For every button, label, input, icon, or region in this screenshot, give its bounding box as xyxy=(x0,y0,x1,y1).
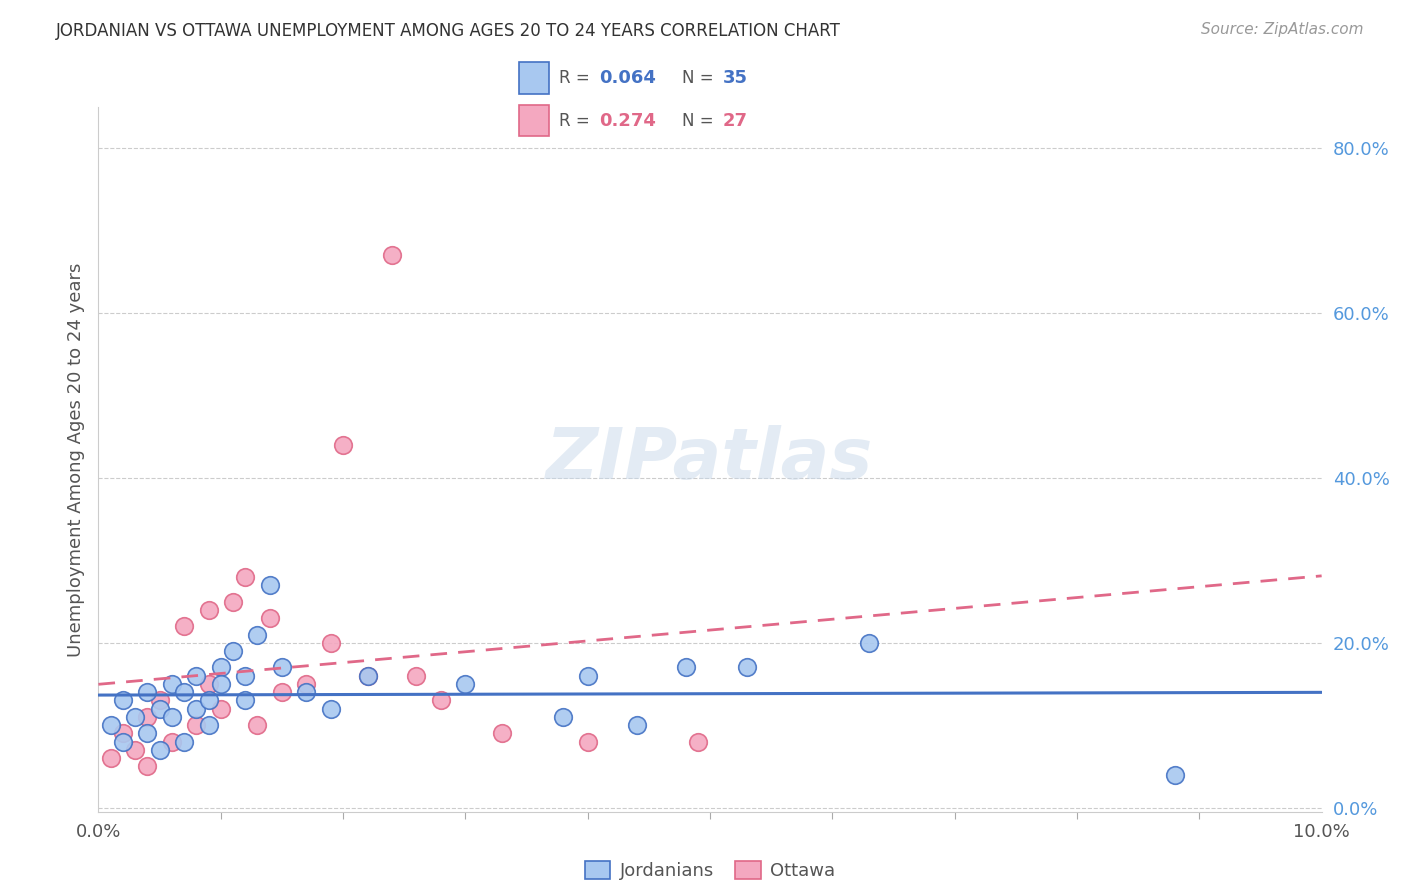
Text: 0.064: 0.064 xyxy=(599,69,655,87)
Point xyxy=(100,718,122,732)
Point xyxy=(454,677,477,691)
Point xyxy=(209,660,232,674)
Point xyxy=(149,693,172,707)
Point xyxy=(186,718,208,732)
Point xyxy=(186,702,208,716)
Y-axis label: Unemployment Among Ages 20 to 24 years: Unemployment Among Ages 20 to 24 years xyxy=(66,262,84,657)
Text: R =: R = xyxy=(558,112,595,130)
Point xyxy=(675,660,697,674)
Text: N =: N = xyxy=(682,69,720,87)
Text: R =: R = xyxy=(558,69,595,87)
Point xyxy=(381,248,404,262)
Point xyxy=(197,603,219,617)
Text: ZIPatlas: ZIPatlas xyxy=(547,425,873,494)
Point xyxy=(136,759,159,773)
Point xyxy=(319,702,342,716)
Point xyxy=(209,677,232,691)
Point xyxy=(1164,767,1187,781)
Point xyxy=(209,702,232,716)
Point xyxy=(233,693,256,707)
Point xyxy=(259,611,281,625)
Point xyxy=(430,693,453,707)
Text: 35: 35 xyxy=(723,69,748,87)
Point xyxy=(160,677,183,691)
Point xyxy=(136,726,159,740)
Point xyxy=(576,669,599,683)
Point xyxy=(197,693,219,707)
Point xyxy=(626,718,648,732)
Point xyxy=(111,726,134,740)
Point xyxy=(553,710,575,724)
Point xyxy=(222,594,245,608)
Point xyxy=(270,660,292,674)
Point xyxy=(173,619,195,633)
Point xyxy=(197,718,219,732)
FancyBboxPatch shape xyxy=(519,62,550,94)
FancyBboxPatch shape xyxy=(519,105,550,136)
Point xyxy=(124,743,146,757)
Point xyxy=(356,669,378,683)
Point xyxy=(173,685,195,699)
Point xyxy=(246,718,269,732)
Point xyxy=(319,636,342,650)
Point xyxy=(259,578,281,592)
Text: N =: N = xyxy=(682,112,720,130)
Point xyxy=(136,685,159,699)
Point xyxy=(233,669,256,683)
Point xyxy=(858,636,880,650)
Point xyxy=(160,710,183,724)
Point xyxy=(136,710,159,724)
Point xyxy=(491,726,513,740)
Point xyxy=(686,734,709,748)
Legend: Jordanians, Ottawa: Jordanians, Ottawa xyxy=(578,854,842,888)
Point xyxy=(186,669,208,683)
Point xyxy=(160,734,183,748)
Point xyxy=(124,710,146,724)
Point xyxy=(270,685,292,699)
Point xyxy=(111,734,134,748)
Point xyxy=(735,660,758,674)
Point xyxy=(222,644,245,658)
Point xyxy=(149,702,172,716)
Point xyxy=(295,677,318,691)
Point xyxy=(233,570,256,584)
Point xyxy=(197,677,219,691)
Point xyxy=(111,693,134,707)
Point xyxy=(295,685,318,699)
Point xyxy=(173,734,195,748)
Text: 0.274: 0.274 xyxy=(599,112,655,130)
Point xyxy=(405,669,427,683)
Text: Source: ZipAtlas.com: Source: ZipAtlas.com xyxy=(1201,22,1364,37)
Point xyxy=(100,751,122,765)
Point xyxy=(149,743,172,757)
Point xyxy=(356,669,378,683)
Point xyxy=(576,734,599,748)
Point xyxy=(332,438,354,452)
Point xyxy=(246,627,269,641)
Text: JORDANIAN VS OTTAWA UNEMPLOYMENT AMONG AGES 20 TO 24 YEARS CORRELATION CHART: JORDANIAN VS OTTAWA UNEMPLOYMENT AMONG A… xyxy=(56,22,841,40)
Text: 27: 27 xyxy=(723,112,748,130)
